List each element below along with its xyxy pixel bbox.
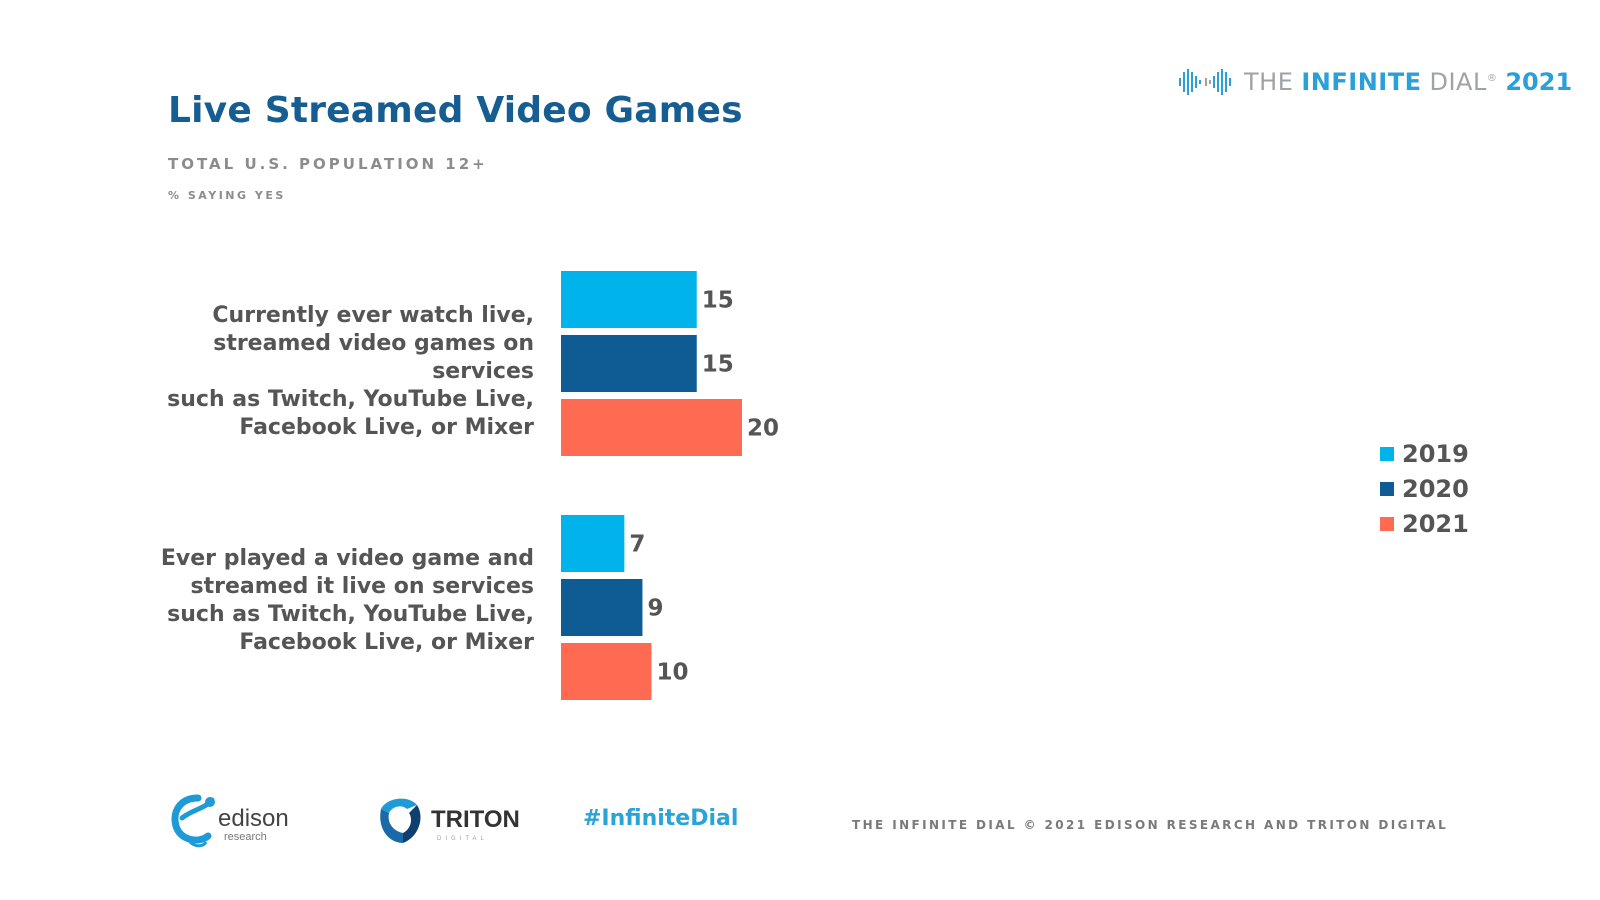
triton-logo-text: TRITON [431, 806, 520, 833]
edison-logo-text: edison [218, 805, 289, 832]
infinite-dial-logo: THE INFINITE DIAL® 2021 [1176, 64, 1572, 100]
triton-digital-logo: TRITON DIGITAL [380, 798, 520, 843]
legend-label-2021: 2021 [1402, 509, 1469, 538]
copyright-text: THE INFINITE DIAL © 2021 EDISON RESEARCH… [852, 818, 1449, 832]
brand-text-infinite: INFINITE [1301, 68, 1422, 96]
legend-item-2020: 2020 [1380, 471, 1469, 506]
brand-text-dial: DIAL® [1429, 68, 1498, 96]
bar-2020-cat1 [561, 335, 697, 392]
legend-swatch-2021 [1380, 516, 1394, 531]
data-label-2021-cat1: 20 [747, 416, 779, 442]
data-label-2020-cat1: 15 [702, 352, 734, 378]
brand-text-the: THE [1244, 68, 1294, 96]
bar-2019-cat2 [561, 515, 625, 572]
triton-logo-subtext: DIGITAL [437, 836, 488, 842]
hashtag-link[interactable]: #InfiniteDial [583, 806, 739, 831]
page-title: Live Streamed Video Games [168, 90, 743, 131]
page-subtitle: TOTAL U.S. POPULATION 12+ [168, 155, 488, 173]
legend-label-2020: 2020 [1402, 474, 1469, 503]
infinity-waveform-icon [1179, 69, 1231, 95]
triton-triangle-icon [380, 798, 421, 843]
bar-2020-cat2 [561, 579, 643, 636]
chart-legend: 2019 2020 2021 [1380, 436, 1469, 541]
category-label-stream: Ever played a video game and streamed it… [160, 546, 534, 655]
bar-2019-cat1 [561, 271, 697, 328]
data-label-2019-cat1: 15 [702, 288, 734, 314]
bar-2021-cat2 [561, 643, 652, 700]
brand-text-year: 2021 [1505, 68, 1573, 96]
metric-note: % SAYING YES [168, 189, 286, 202]
edison-logo-subtext: research [224, 831, 267, 843]
legend-item-2019: 2019 [1380, 436, 1469, 471]
legend-item-2021: 2021 [1380, 506, 1469, 541]
legend-label-2019: 2019 [1402, 439, 1469, 468]
edison-swirl-icon [171, 794, 215, 848]
legend-swatch-2019 [1380, 446, 1394, 461]
brand-text-dial-word: DIAL [1429, 68, 1487, 96]
bar-2021-cat1 [561, 399, 742, 456]
data-label-2020-cat2: 9 [647, 596, 663, 622]
edison-research-logo: edison research [171, 794, 289, 848]
data-label-2021-cat2: 10 [657, 660, 689, 686]
category-label-watch: Currently ever watch live, streamed vide… [167, 303, 534, 440]
legend-swatch-2020 [1380, 481, 1394, 496]
data-label-2019-cat2: 7 [629, 532, 645, 558]
